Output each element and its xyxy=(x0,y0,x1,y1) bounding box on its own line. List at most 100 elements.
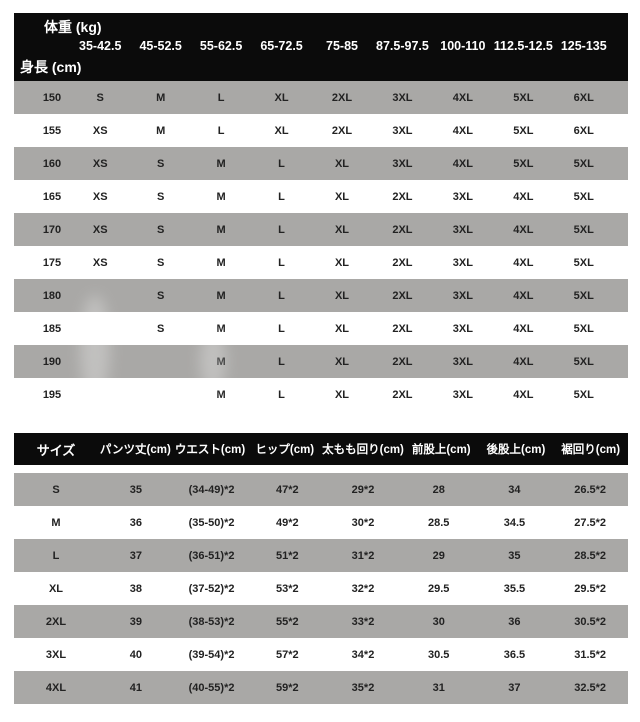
size-cell: L xyxy=(278,322,285,335)
weight-range-cell: 65-72.5 xyxy=(260,39,303,53)
size-cell: L xyxy=(278,157,285,170)
measure-cell: 29*2 xyxy=(351,483,375,496)
height-row-190: 190 M L XL 2XL 3XL 4XL 5XL xyxy=(14,345,628,378)
measure-row-L: L 37 (36-51)*2 51*2 31*2 29 35 28.5*2 xyxy=(14,539,628,572)
measure-cell: (39-54)*2 xyxy=(188,648,235,661)
size-cell: 3XL xyxy=(392,157,413,170)
measure-cell: 35.5 xyxy=(503,582,526,595)
size-cell: XL xyxy=(334,157,350,170)
weight-range-cell: 112.5-12.5 xyxy=(493,39,553,53)
measure-header-cell: 前股上(cm) xyxy=(411,444,471,456)
measure-header-cell: 太もも回り(cm) xyxy=(322,444,404,456)
measure-cell: (35-50)*2 xyxy=(188,516,235,529)
height-row-160: 160 XS S M L XL 3XL 4XL 5XL 5XL xyxy=(14,147,628,180)
measure-cell: 36 xyxy=(129,516,142,529)
size-cell: 3XL xyxy=(452,190,473,203)
measure-cell: (38-53)*2 xyxy=(188,615,235,628)
size-cell: 5XL xyxy=(573,322,594,335)
weight-range-cell: 100-110 xyxy=(440,39,486,53)
height-row-170: 170 XS S M L XL 2XL 3XL 4XL 5XL xyxy=(14,213,628,246)
measure-cell: 41 xyxy=(129,681,142,694)
measure-row-2XL: 2XL 39 (38-53)*2 55*2 33*2 30 36 30.5*2 xyxy=(14,605,628,638)
measure-cell: 38 xyxy=(129,582,142,595)
measure-header-cell: 後股上(cm) xyxy=(486,444,546,456)
weight-axis-label: 体重 (kg) xyxy=(44,19,102,35)
size-cell: 4XL xyxy=(513,223,534,236)
size-cell: XL xyxy=(274,124,289,137)
size-cell: 2XL xyxy=(331,124,353,137)
size-cell: S xyxy=(156,322,165,335)
size-cell: XS xyxy=(92,190,108,203)
size-cell: 3XL xyxy=(452,223,473,236)
size-cell: 4XL xyxy=(513,388,534,401)
size-cell: 5XL xyxy=(573,256,594,269)
measure-cell: 59*2 xyxy=(275,681,299,694)
size-cell: M xyxy=(216,157,226,170)
size-cell: XS xyxy=(92,157,108,170)
height-row-195: 195 M L XL 2XL 3XL 4XL 5XL xyxy=(14,378,628,411)
size-cell: 4XL xyxy=(513,256,534,269)
measure-row-S: S 35 (34-49)*2 47*2 29*2 28 34 26.5*2 xyxy=(14,473,628,506)
measure-cell: 36 xyxy=(508,615,521,628)
measurement-table-header: サイズ パンツ丈(cm) ウエスト(cm) ヒップ(cm) 太もも回り(cm) 前股上(c… xyxy=(14,433,628,465)
measure-cell: 36.5 xyxy=(503,648,526,661)
size-cell: 3XL xyxy=(452,256,473,269)
size-cell: M xyxy=(216,223,226,236)
measure-cell: 28 xyxy=(432,483,445,496)
size-cell: 5XL xyxy=(513,124,534,137)
size-cell: S xyxy=(156,223,165,236)
size-cell: L xyxy=(278,388,285,401)
size-label-cell: M xyxy=(51,516,61,529)
size-cell: 3XL xyxy=(392,91,413,104)
size-cell: 2XL xyxy=(392,322,413,335)
size-label-cell: XL xyxy=(48,582,64,595)
height-row-175: 175 XS S M L XL 2XL 3XL 4XL 5XL xyxy=(14,246,628,279)
size-cell: XS xyxy=(92,256,108,269)
size-cell: 2XL xyxy=(392,223,413,236)
size-cell: S xyxy=(156,190,165,203)
measure-cell: 30*2 xyxy=(351,516,375,529)
measure-cell: 35 xyxy=(508,549,521,562)
measure-cell: 34.5 xyxy=(503,516,526,529)
size-label-cell: 2XL xyxy=(45,615,67,628)
measure-cell: 28.5 xyxy=(427,516,450,529)
weight-range-cell: 125-135 xyxy=(560,39,607,53)
size-cell: L xyxy=(217,124,225,137)
size-cell: L xyxy=(278,289,285,302)
measure-cell: (40-55)*2 xyxy=(188,681,235,694)
height-row-165: 165 XS S M L XL 2XL 3XL 4XL 5XL xyxy=(14,180,628,213)
measure-cell: 57*2 xyxy=(275,648,299,661)
height-cell: 175 xyxy=(42,256,62,269)
measure-cell: 32.5*2 xyxy=(574,681,607,694)
measure-cell: 35 xyxy=(129,483,142,496)
measure-cell: 31.5*2 xyxy=(574,648,607,661)
measure-cell: 31 xyxy=(432,681,445,694)
measure-cell: (34-49)*2 xyxy=(188,483,235,496)
measure-row-3XL: 3XL 40 (39-54)*2 57*2 34*2 30.5 36.5 31.5*2 xyxy=(14,638,628,671)
size-cell: XL xyxy=(274,91,289,104)
measure-cell: 30 xyxy=(432,615,445,628)
size-cell: 3XL xyxy=(452,289,473,302)
height-row-150: 150 S M L XL 2XL 3XL 4XL 5XL 6XL xyxy=(14,81,628,114)
size-cell: 4XL xyxy=(452,124,473,137)
measure-cell: (36-51)*2 xyxy=(188,549,235,562)
measure-row-M: M 36 (35-50)*2 49*2 30*2 28.5 34.5 27.5*2 xyxy=(14,506,628,539)
size-cell: 5XL xyxy=(513,91,534,104)
size-cell: M xyxy=(216,322,226,335)
size-label-cell: L xyxy=(52,549,60,562)
weight-range-cell: 45-52.5 xyxy=(139,39,182,53)
size-cell: M xyxy=(156,124,166,137)
height-weight-table-body: 150 S M L XL 2XL 3XL 4XL 5XL 6XL 155 XS M L XL 2XL 3XL 4X… xyxy=(14,81,628,411)
height-weight-table-header: 体重 (kg) 35-42.5 45-52.5 55-62.5 65-72.5 75-8… xyxy=(14,13,628,81)
weight-range-cell: 75-85 xyxy=(326,39,358,53)
measure-cell: 32*2 xyxy=(351,582,375,595)
height-axis-label: 身長 (cm) xyxy=(20,59,82,75)
size-cell: XL xyxy=(334,322,350,335)
size-cell: 3XL xyxy=(452,355,473,368)
size-cell: 5XL xyxy=(573,355,594,368)
measure-cell: 39 xyxy=(129,615,142,628)
measure-cell: 31*2 xyxy=(351,549,375,562)
measure-header-cell: サイズ xyxy=(36,442,76,458)
measurement-table-body: S 35 (34-49)*2 47*2 29*2 28 34 26.5*2 M 36 (35-50)… xyxy=(14,473,628,704)
size-cell: 2XL xyxy=(392,190,413,203)
